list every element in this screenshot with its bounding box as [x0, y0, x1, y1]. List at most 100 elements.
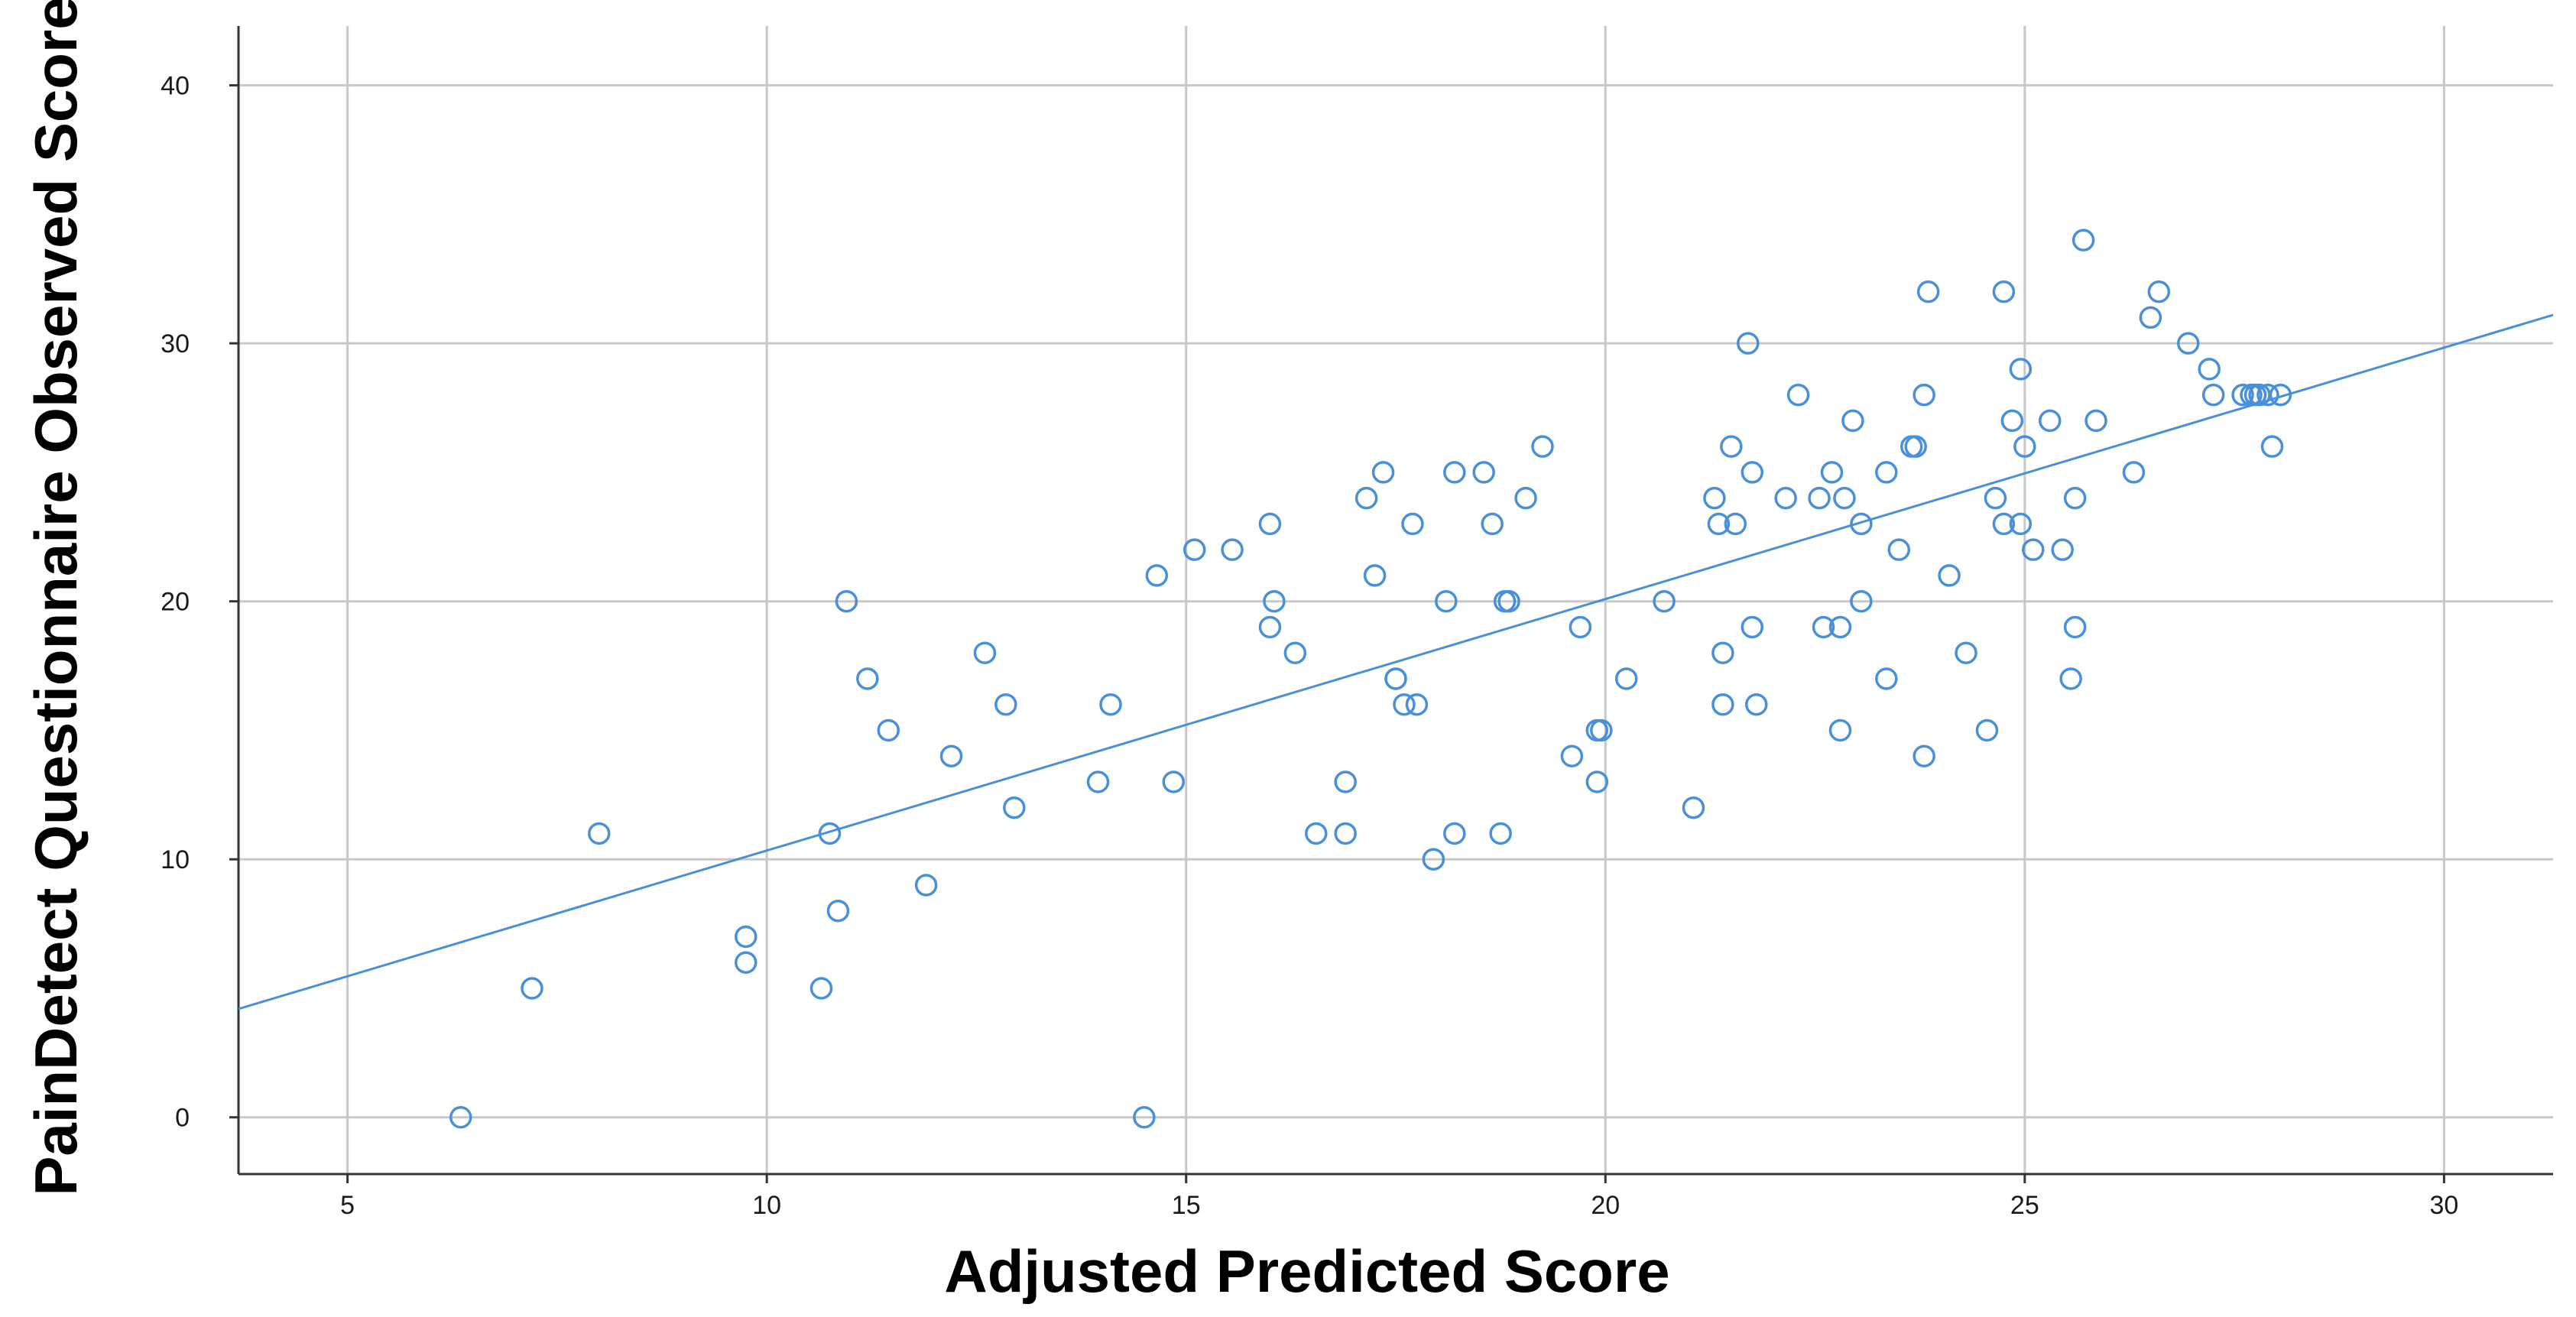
grid-lines	[238, 26, 2553, 1174]
scatter-point	[1741, 461, 1764, 484]
scatter-point	[1384, 667, 1407, 690]
scatter-point	[1334, 822, 1357, 845]
scatter-point	[939, 744, 963, 767]
scatter-point	[1614, 667, 1638, 690]
scatter-point	[1820, 461, 1844, 484]
scatter-point	[1099, 693, 1122, 716]
scatter-point	[1481, 512, 1504, 536]
scatter-point	[1493, 589, 1517, 613]
tick-labels: 5 10 15 20 25 30 0 10 20 30 40	[161, 72, 2458, 1220]
scatter-point	[449, 1105, 472, 1129]
scatter-point	[1955, 641, 1977, 664]
scatter-point	[2013, 435, 2036, 458]
scatter-point	[1489, 822, 1512, 845]
x-tick-label: 15	[1172, 1191, 1201, 1220]
scatter-point	[1133, 1105, 1156, 1129]
scatter-point	[1938, 564, 1961, 587]
y-tick-label: 40	[161, 72, 190, 101]
scatter-point	[1992, 512, 2016, 536]
scatter-point	[1422, 848, 1445, 871]
scatter-point	[2072, 229, 2095, 251]
x-tick-label: 20	[1591, 1191, 1620, 1220]
scatter-point	[521, 977, 543, 1000]
scatter-point	[809, 977, 833, 1000]
scatter-point	[1514, 486, 1537, 510]
scatter-point	[1443, 822, 1466, 845]
scatter-point	[734, 925, 758, 949]
y-tick-label: 0	[175, 1104, 190, 1133]
scatter-point	[1975, 719, 1999, 742]
scatter-point	[1590, 719, 1613, 742]
scatter-point	[1841, 409, 1864, 433]
scatter-point	[2022, 538, 2045, 561]
scatter-point	[1221, 538, 1244, 561]
scatter-point	[1850, 589, 1873, 613]
fit-line-group	[238, 313, 2554, 1010]
scatter-point	[826, 899, 850, 923]
scatter-point	[734, 951, 758, 974]
scatter-point	[1828, 719, 1852, 742]
axes	[229, 26, 2553, 1183]
scatter-point	[1812, 615, 1835, 639]
scatter-point	[588, 822, 611, 845]
scatter-point	[1737, 332, 1760, 355]
scatter-point	[1774, 486, 1797, 510]
scatter-point	[1405, 693, 1429, 716]
scatter-point	[2009, 512, 2033, 536]
scatter-point	[1531, 435, 1554, 458]
x-axis-title: Adjusted Predicted Score	[944, 1238, 1669, 1305]
scatter-point	[2000, 409, 2024, 433]
scatter-point	[1850, 512, 1873, 536]
scatter-point	[2009, 358, 2033, 381]
scatter-point	[1741, 615, 1764, 639]
x-tick-label: 5	[340, 1191, 355, 1220]
scatter-point	[835, 589, 858, 613]
scatter-point	[1443, 461, 1466, 484]
scatter-point	[1720, 435, 1743, 458]
scatter-point	[2063, 486, 2087, 510]
scatter-point	[973, 641, 997, 664]
y-tick-label: 30	[161, 329, 190, 358]
scatter-point	[1682, 796, 1705, 819]
scatter-point	[1435, 589, 1458, 613]
x-tick-label: 25	[2010, 1191, 2039, 1220]
scatter-point	[818, 822, 842, 845]
scatter-point	[1283, 641, 1307, 664]
scatter-point	[1355, 486, 1378, 510]
scatter-point	[1992, 280, 2016, 303]
scatter-point	[1258, 512, 1282, 536]
scatter-point	[2063, 615, 2087, 639]
y-tick-label: 20	[161, 588, 190, 617]
scatter-point	[1724, 512, 1747, 536]
scatter-point	[1569, 615, 1592, 639]
scatter-point	[1786, 383, 1810, 407]
scatter-point	[2051, 538, 2074, 561]
scatter-point	[1334, 770, 1357, 793]
scatter-point	[1707, 512, 1731, 536]
scatter-point	[1875, 667, 1898, 690]
scatter-point	[2038, 409, 2062, 433]
y-tick-label: 10	[161, 845, 190, 874]
regression-line	[238, 313, 2554, 1010]
scatter-point	[1086, 770, 1110, 793]
scatter-point	[2256, 383, 2279, 407]
scatter-point	[2260, 435, 2284, 458]
scatter-point	[1472, 461, 1495, 484]
data-points	[449, 229, 2292, 1129]
scatter-point	[1828, 615, 1852, 639]
scatter-point	[877, 719, 900, 742]
scatter-point	[1913, 383, 1935, 407]
scatter-point	[1916, 280, 1940, 303]
scatter-point	[1808, 486, 1831, 510]
scatter-point	[1833, 486, 1856, 510]
scatter-point	[1263, 589, 1286, 613]
scatter-point	[2198, 358, 2221, 381]
scatter-point	[1183, 538, 1206, 561]
scatter-point	[2177, 332, 2200, 355]
scatter-point	[994, 693, 1017, 716]
scatter-point	[1904, 435, 1927, 458]
scatter-point	[2059, 667, 2082, 690]
scatter-point	[2122, 461, 2146, 484]
